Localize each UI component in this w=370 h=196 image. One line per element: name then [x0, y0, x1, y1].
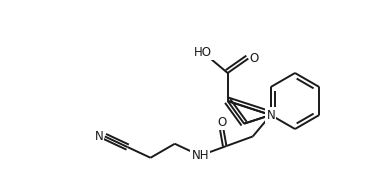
- Text: N: N: [266, 109, 275, 122]
- Text: HO: HO: [194, 46, 212, 59]
- Text: O: O: [250, 52, 259, 65]
- Text: O: O: [218, 116, 227, 129]
- Text: NH: NH: [191, 149, 209, 162]
- Text: N: N: [94, 130, 103, 143]
